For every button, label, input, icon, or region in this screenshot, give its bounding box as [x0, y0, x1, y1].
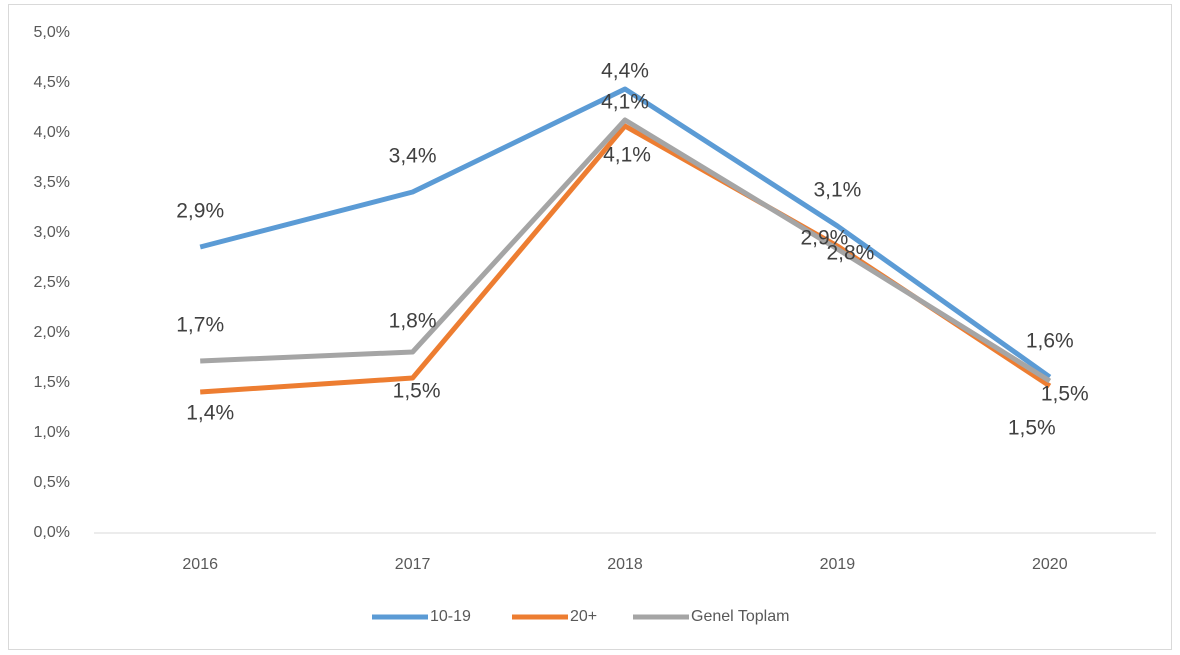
y-tick-label: 4,5%: [34, 74, 70, 91]
series-line: [199, 86, 1052, 380]
data-label: 3,4%: [389, 145, 437, 168]
y-tick-label: 2,5%: [34, 274, 70, 291]
y-tick-label: 4,0%: [34, 124, 70, 141]
legend-label: 10-19: [430, 608, 471, 625]
series-line: [200, 117, 1052, 384]
legend-label: 20+: [570, 608, 597, 625]
data-label: 1,7%: [176, 314, 224, 337]
x-tick-label: 2018: [607, 556, 643, 573]
x-tick-label: 2019: [820, 556, 856, 573]
y-tick-label: 0,0%: [34, 524, 70, 541]
data-label: 1,6%: [1026, 330, 1074, 353]
x-tick-label: 2017: [395, 556, 431, 573]
data-label: 1,4%: [186, 402, 234, 425]
legend-label: Genel Toplam: [691, 608, 789, 625]
y-tick-label: 5,0%: [34, 24, 70, 41]
data-label: 4,1%: [601, 91, 649, 114]
y-tick-label: 0,5%: [34, 474, 70, 491]
data-label: 4,1%: [603, 144, 651, 167]
data-label: 1,5%: [393, 380, 441, 403]
y-tick-label: 1,5%: [34, 374, 70, 391]
x-tick-label: 2016: [182, 556, 218, 573]
x-tick-label: 2020: [1032, 556, 1068, 573]
data-label: 3,1%: [813, 179, 861, 202]
y-tick-label: 3,0%: [34, 224, 70, 241]
data-label: 2,8%: [826, 242, 874, 265]
data-label: 4,4%: [601, 60, 649, 83]
y-tick-label: 1,0%: [34, 424, 70, 441]
y-tick-label: 3,5%: [34, 174, 70, 191]
y-tick-label: 2,0%: [34, 324, 70, 341]
data-label: 1,8%: [389, 310, 437, 333]
data-label: 1,5%: [1008, 417, 1056, 440]
data-label: 2,9%: [800, 227, 848, 250]
data-label: 2,9%: [176, 200, 224, 223]
data-label: 1,5%: [1041, 383, 1089, 406]
